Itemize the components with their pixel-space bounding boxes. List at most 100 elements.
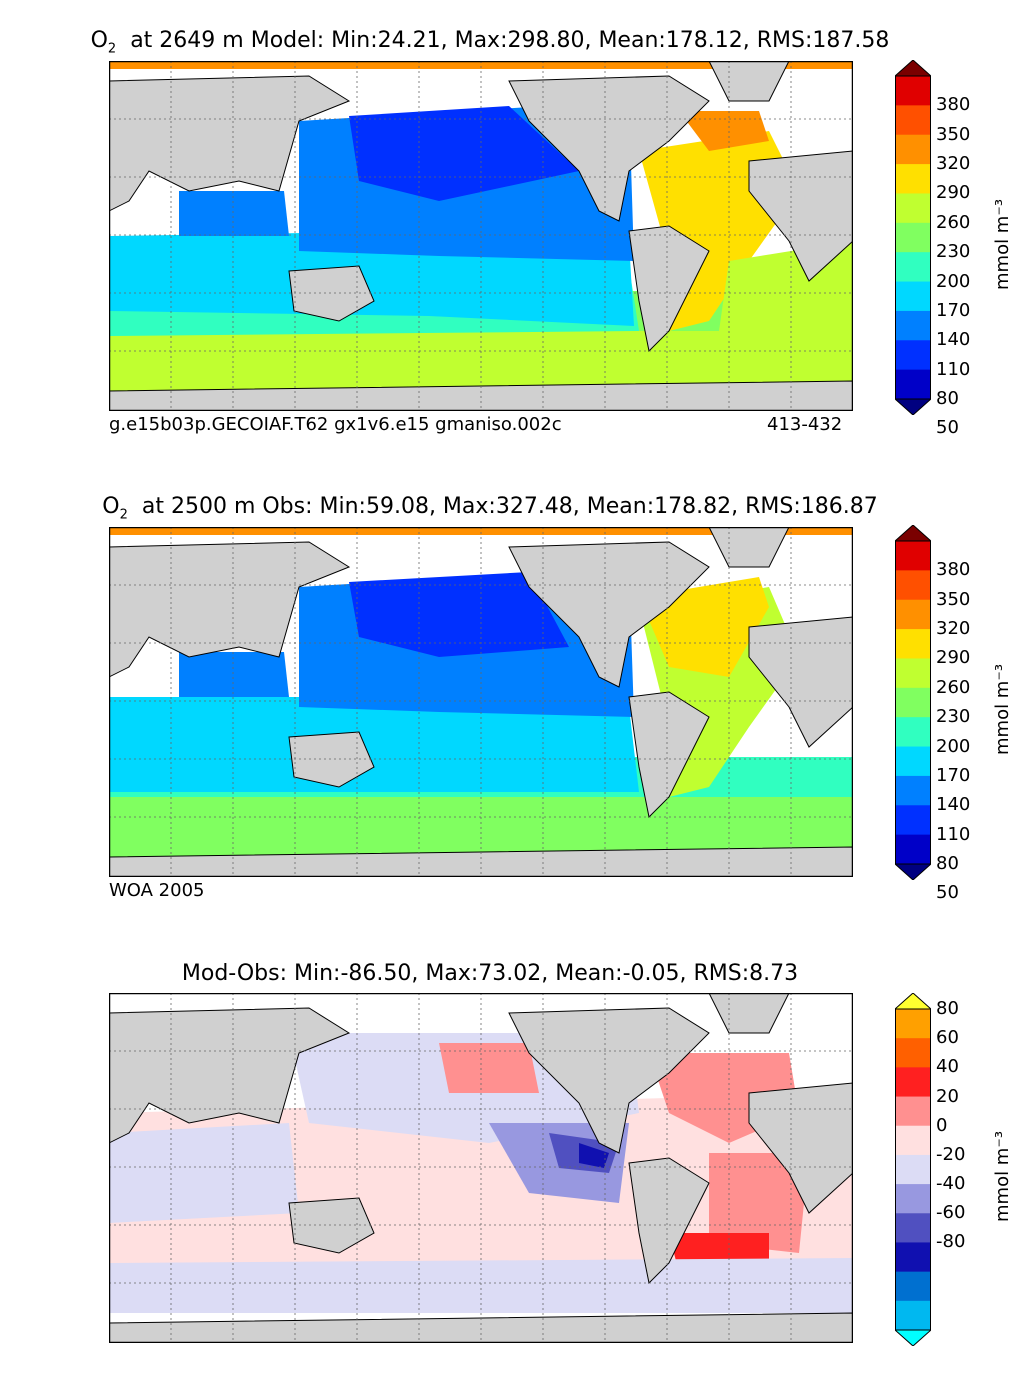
panel3-colorbar <box>895 993 931 1346</box>
p2-australia <box>288 731 375 788</box>
panel2-title-text: at 2500 m Obs: Min:59.08, Max:327.48, Me… <box>141 494 878 519</box>
colorbar-tick-label: 230 <box>936 241 971 263</box>
colorbar-tick-label: 80 <box>936 998 959 1019</box>
colorbar-segment <box>895 340 931 371</box>
colorbar-under-arrow <box>895 398 931 415</box>
colorbar-segment <box>895 1184 931 1214</box>
colorbar-tick-label: 50 <box>936 417 959 439</box>
colorbar-tick-label: 140 <box>936 329 971 351</box>
colorbar-tick-label: -60 <box>936 1202 966 1224</box>
panel3-colorbar-unit: mmol m⁻³ <box>992 1130 1013 1222</box>
colorbar-segment <box>895 541 931 571</box>
p1-australia <box>288 265 375 322</box>
colorbar-tick-label: 0 <box>936 1114 948 1136</box>
panel1-caption-left: g.e15b03p.GECOIAF.T62 gx1v6.e15 gmaniso.… <box>109 414 562 435</box>
panel1-colorbar <box>895 60 931 415</box>
panel1-title: O2 at 2649 m Model: Min:24.21, Max:298.8… <box>0 28 980 56</box>
p2-indian-110 <box>179 652 289 697</box>
colorbar-segment <box>895 599 931 630</box>
p2-north-pacific-80 <box>349 572 569 657</box>
colorbar-tick-label: 200 <box>936 270 971 292</box>
p1-africa <box>748 150 853 282</box>
colorbar-segment <box>895 746 931 777</box>
p1-gridlines <box>109 61 853 411</box>
colorbar-tick-label: 320 <box>936 153 971 175</box>
panel3-map <box>109 993 853 1343</box>
colorbar-tick-label: 110 <box>936 358 971 380</box>
colorbar-tick-label: 20 <box>936 1085 959 1107</box>
colorbar-tick-label: 230 <box>936 706 971 728</box>
p2-africa <box>748 616 853 748</box>
colorbar-segment <box>895 1096 931 1127</box>
p3-south-america <box>628 1157 710 1285</box>
panel1-caption-right: 413-432 <box>767 414 843 435</box>
p2-map-frame <box>109 527 853 877</box>
colorbar-segment <box>895 629 931 659</box>
p3-gridlines <box>109 993 853 1343</box>
colorbar-tick-label: 260 <box>936 676 971 698</box>
p3-indian-neg <box>109 1123 299 1223</box>
colorbar-tick-label: 40 <box>936 1056 959 1078</box>
p1-north-atlantic-290 <box>679 111 769 151</box>
colorbar-tick-label: -20 <box>936 1143 966 1165</box>
colorbar-tick-label: 290 <box>936 182 971 204</box>
colorbar-frame <box>895 1008 931 1331</box>
p2-north-america <box>508 541 710 688</box>
colorbar-segment <box>895 193 931 224</box>
colorbar-under-arrow <box>895 1329 931 1346</box>
colorbar-segment <box>895 658 931 689</box>
p3-map-frame <box>109 993 853 1343</box>
colorbar-tick-label: 80 <box>936 853 959 874</box>
panel1-colorbar-unit: mmol m⁻³ <box>992 198 1013 290</box>
colorbar-segment <box>895 834 931 865</box>
colorbar-frame <box>895 75 931 400</box>
colorbar-tick-label: 110 <box>936 823 971 845</box>
panel2-map <box>109 527 853 877</box>
panel2-title-subscript: 2 <box>119 507 128 523</box>
panel1-title-subscript: 2 <box>107 41 117 57</box>
colorbar-segment <box>895 570 931 601</box>
colorbar-over-arrow <box>895 525 931 542</box>
colorbar-tick-label: 80 <box>936 388 959 409</box>
panel2-title-species: O <box>102 494 120 519</box>
colorbar-segment <box>895 1154 931 1185</box>
colorbar-tick-label: 380 <box>936 94 971 116</box>
colorbar-segment <box>895 1271 931 1302</box>
colorbar-frame <box>895 540 931 865</box>
colorbar-tick-label: 380 <box>936 559 971 581</box>
colorbar-segment <box>895 369 931 400</box>
colorbar-segment <box>895 222 931 253</box>
colorbar-segment <box>895 76 931 106</box>
panel1-title-species: O <box>90 28 108 53</box>
panel2-colorbar <box>895 525 931 880</box>
colorbar-segment <box>895 1242 931 1273</box>
colorbar-tick-label: 60 <box>936 1027 959 1049</box>
colorbar-segment <box>895 775 931 806</box>
colorbar-segment <box>895 252 931 283</box>
colorbar-segment <box>895 134 931 165</box>
p2-south-america <box>628 691 710 819</box>
colorbar-tick-label: 260 <box>936 211 971 233</box>
colorbar-over-arrow <box>895 993 931 1010</box>
p3-north-america <box>508 1007 710 1154</box>
colorbar-segment <box>895 105 931 136</box>
colorbar-segment <box>895 717 931 748</box>
p1-north-america <box>508 75 710 222</box>
colorbar-tick-label: 170 <box>936 299 971 321</box>
p1-north-pacific-80 <box>349 106 579 201</box>
colorbar-segment <box>895 1038 931 1068</box>
colorbar-tick-label: -40 <box>936 1173 966 1195</box>
p1-map-frame <box>109 61 853 411</box>
colorbar-segment <box>895 1009 931 1039</box>
colorbar-tick-label: 50 <box>936 882 959 904</box>
panel2-colorbar-unit: mmol m⁻³ <box>992 663 1013 755</box>
p3-australia <box>288 1197 375 1254</box>
p3-south-atlantic-pos <box>709 1153 809 1253</box>
colorbar-segment <box>895 687 931 718</box>
p3-africa <box>748 1082 853 1214</box>
colorbar-segment <box>895 310 931 341</box>
colorbar-segment <box>895 1213 931 1243</box>
colorbar-tick-label: 170 <box>936 764 971 786</box>
colorbar-segment <box>895 805 931 836</box>
colorbar-tick-label: 320 <box>936 618 971 640</box>
